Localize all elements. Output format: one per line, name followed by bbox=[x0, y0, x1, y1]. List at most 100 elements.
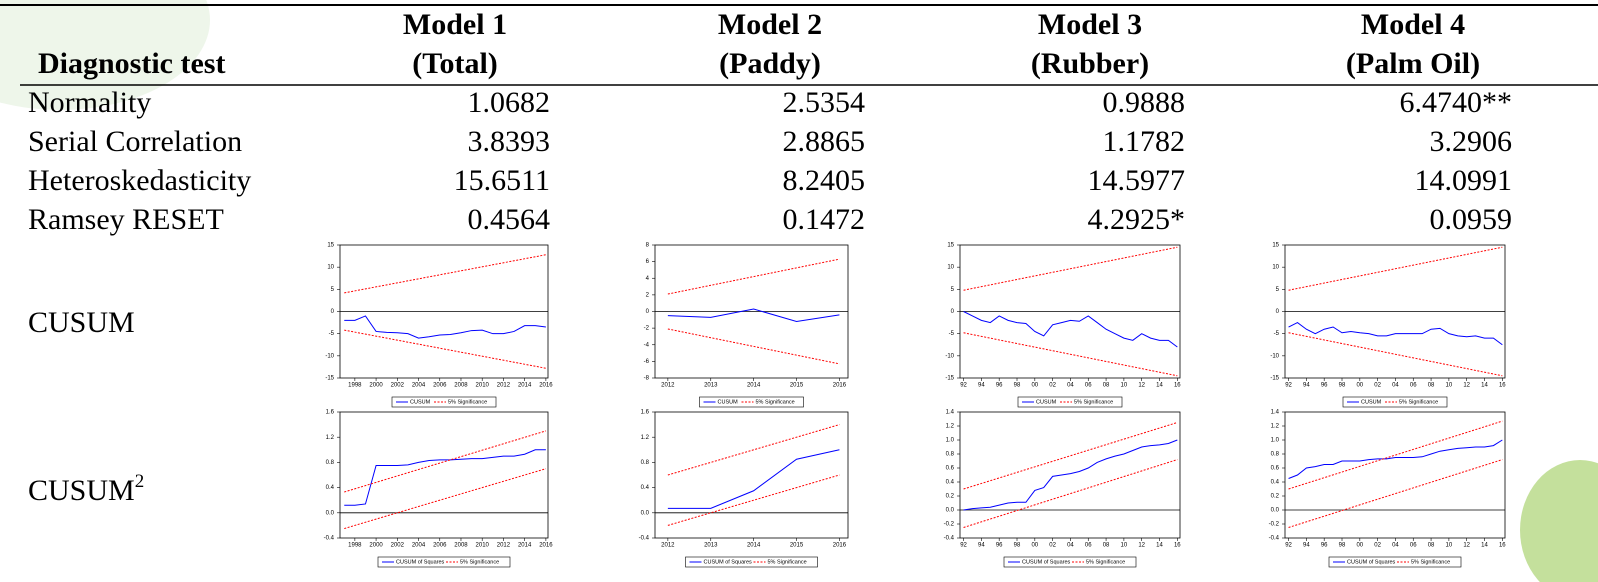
y-tick-label: 0.0 bbox=[641, 510, 650, 516]
y-tick-label: -15 bbox=[1270, 376, 1279, 382]
cell-value: 14.0991 bbox=[1415, 164, 1513, 197]
cell-value: 0.4564 bbox=[468, 203, 551, 236]
x-tick-label: 98 bbox=[1014, 543, 1021, 549]
y-tick-label: -5 bbox=[1274, 331, 1280, 337]
x-tick-label: 10 bbox=[1121, 543, 1128, 549]
legend-label: CUSUM bbox=[718, 399, 739, 405]
legend-label: 5% Significance bbox=[460, 559, 499, 565]
header-label: Diagnostic test bbox=[38, 47, 225, 80]
cell-value: 4.2925* bbox=[1088, 203, 1186, 236]
x-tick-label: 2014 bbox=[747, 383, 761, 389]
y-tick-label: -0.4 bbox=[639, 536, 650, 542]
significance-line bbox=[344, 431, 546, 492]
y-tick-label: 0.4 bbox=[641, 485, 650, 491]
legend-label: CUSUM of Squares bbox=[396, 559, 445, 565]
legend-label: 5% Significance bbox=[756, 399, 795, 405]
y-tick-label: 1.2 bbox=[641, 435, 650, 441]
x-tick-label: 96 bbox=[1321, 543, 1328, 549]
y-tick-label: 0 bbox=[1276, 309, 1280, 315]
y-tick-label: 5 bbox=[1276, 287, 1280, 293]
significance-line bbox=[964, 423, 1178, 490]
x-tick-label: 2000 bbox=[369, 383, 383, 389]
significance-line bbox=[668, 425, 840, 475]
y-tick-label: 1.6 bbox=[641, 410, 650, 416]
legend-label: CUSUM bbox=[410, 399, 431, 405]
x-tick-label: 06 bbox=[1085, 383, 1092, 389]
y-tick-label: 2 bbox=[646, 292, 650, 298]
x-tick-label: 14 bbox=[1156, 543, 1163, 549]
legend-label: CUSUM bbox=[1036, 399, 1057, 405]
legend-label: 5% Significance bbox=[1411, 559, 1450, 565]
x-tick-label: 16 bbox=[1174, 543, 1181, 549]
x-tick-label: 98 bbox=[1339, 383, 1346, 389]
y-tick-label: -0.4 bbox=[324, 536, 335, 542]
x-tick-label: 02 bbox=[1049, 383, 1056, 389]
row-label-text: CUSUM bbox=[28, 474, 135, 507]
x-tick-label: 96 bbox=[996, 543, 1003, 549]
y-tick-label: 1.2 bbox=[326, 435, 335, 441]
cell-value: 0.1472 bbox=[783, 203, 866, 236]
x-tick-label: 2015 bbox=[790, 383, 804, 389]
x-tick-label: 98 bbox=[1014, 383, 1021, 389]
y-tick-label: 1.0 bbox=[946, 438, 955, 444]
model-header: (Palm Oil) bbox=[1346, 47, 1480, 80]
model-header: Model 4 bbox=[1361, 8, 1465, 41]
x-tick-label: 00 bbox=[1031, 543, 1038, 549]
row-label-text: CUSUM bbox=[28, 306, 135, 339]
x-tick-label: 2000 bbox=[369, 543, 383, 549]
cell-value: 3.8393 bbox=[468, 125, 551, 158]
model-header: Model 1 bbox=[403, 8, 507, 41]
cell-value: 2.5354 bbox=[783, 86, 866, 119]
legend-label: CUSUM bbox=[1361, 399, 1382, 405]
cusum-line bbox=[1289, 323, 1503, 345]
x-tick-label: 2002 bbox=[391, 383, 405, 389]
x-tick-label: 14 bbox=[1481, 543, 1488, 549]
x-tick-label: 2010 bbox=[476, 383, 490, 389]
significance-line bbox=[668, 259, 840, 294]
x-tick-label: 08 bbox=[1428, 383, 1435, 389]
x-tick-label: 2016 bbox=[833, 543, 847, 549]
y-tick-label: 10 bbox=[1272, 265, 1279, 271]
x-tick-label: 06 bbox=[1085, 543, 1092, 549]
y-tick-label: 10 bbox=[947, 265, 954, 271]
x-tick-label: 94 bbox=[978, 383, 985, 389]
x-tick-label: 96 bbox=[996, 383, 1003, 389]
x-tick-label: 92 bbox=[1285, 543, 1292, 549]
x-tick-label: 04 bbox=[1067, 543, 1074, 549]
y-tick-label: 4 bbox=[646, 276, 650, 282]
plot-frame bbox=[960, 412, 1180, 538]
slide: Diagnostic testModel 1(Total)Model 2(Pad… bbox=[0, 0, 1598, 582]
significance-line bbox=[668, 329, 840, 364]
page: { "table": { "header": {"label": "Diagno… bbox=[0, 0, 1598, 582]
x-tick-label: 94 bbox=[1303, 543, 1310, 549]
cell-value: 6.4740** bbox=[1400, 86, 1513, 119]
cell-value: 8.2405 bbox=[783, 164, 866, 197]
y-tick-label: 1.2 bbox=[946, 424, 955, 430]
y-tick-label: -4 bbox=[644, 342, 650, 348]
legend-label: 5% Significance bbox=[1086, 559, 1125, 565]
x-tick-label: 06 bbox=[1410, 383, 1417, 389]
y-tick-label: 0.8 bbox=[1271, 452, 1280, 458]
cell-value: 1.1782 bbox=[1103, 125, 1186, 158]
y-tick-label: 0 bbox=[646, 309, 650, 315]
x-tick-label: 16 bbox=[1174, 383, 1181, 389]
x-tick-label: 2012 bbox=[661, 383, 675, 389]
significance-line bbox=[1289, 460, 1503, 528]
x-tick-label: 08 bbox=[1103, 383, 1110, 389]
legend-label: CUSUM of Squares bbox=[704, 559, 753, 565]
y-tick-label: 0.0 bbox=[1271, 508, 1280, 514]
significance-line bbox=[344, 469, 546, 529]
cusum-line bbox=[668, 309, 840, 321]
x-tick-label: 2006 bbox=[433, 383, 447, 389]
x-tick-label: 2012 bbox=[497, 383, 511, 389]
x-tick-label: 2013 bbox=[704, 543, 718, 549]
cell-value: 1.0682 bbox=[468, 86, 551, 119]
y-tick-label: -5 bbox=[329, 331, 335, 337]
x-tick-label: 04 bbox=[1392, 383, 1399, 389]
x-tick-label: 14 bbox=[1156, 383, 1163, 389]
x-tick-label: 98 bbox=[1339, 543, 1346, 549]
x-tick-label: 08 bbox=[1103, 543, 1110, 549]
cell-value: 3.2906 bbox=[1430, 125, 1513, 158]
x-tick-label: 92 bbox=[1285, 383, 1292, 389]
plot-frame bbox=[655, 412, 848, 538]
